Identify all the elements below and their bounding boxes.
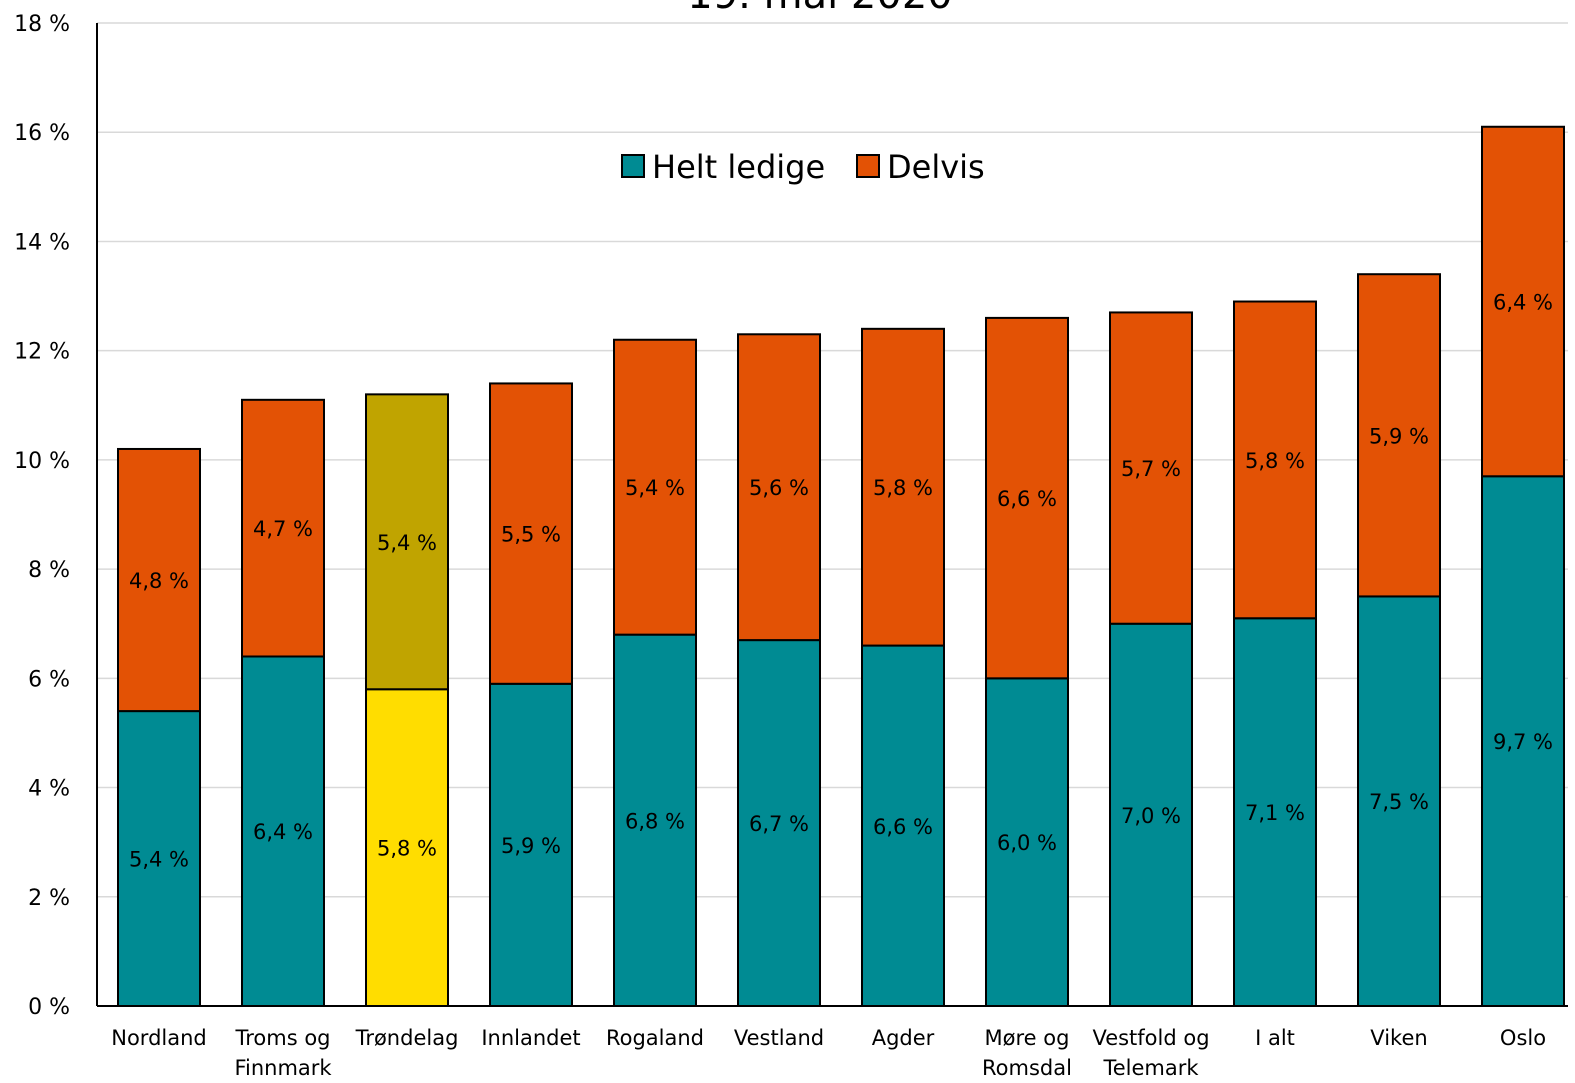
data-label: 4,7 % [253,517,313,541]
x-category-label: Vestfold og [1092,1026,1209,1050]
gridlines [97,22,1568,898]
x-category-label: Møre og [985,1026,1070,1050]
bar-segment [985,677,1069,1007]
y-tick-label: 2 % [28,886,70,911]
chart-title: 19. mai 2020 [687,0,952,18]
axes [96,23,1568,1007]
bar-segment [1233,617,1317,1007]
bar-segment [1233,300,1317,620]
y-tick-label: 12 % [14,340,70,365]
data-label: 7,1 % [1245,801,1305,825]
bar-segment [489,382,573,685]
data-labels: 5,4 % 4,8 % 6,4 % 4,7 % 5,8 % 5,4 % 5,9 % 5,5 %… [129,291,1553,872]
y-tick-label: 0 % [28,995,70,1020]
x-category-label: Trøndelag [355,1026,459,1050]
bar-segment [117,447,201,713]
bar-segment [1109,311,1193,625]
x-category-label: Finnmark [234,1056,332,1080]
x-category-label: Oslo [1500,1026,1546,1050]
bar-segment [1109,622,1193,1007]
bar-segment [985,316,1069,680]
data-label: 6,4 % [1493,291,1553,315]
data-label: 7,5 % [1369,790,1429,814]
x-category-label: Romsdal [982,1056,1072,1080]
y-tick-label: 14 % [14,230,70,255]
data-label: 6,6 % [997,487,1057,511]
data-label: 5,8 % [1245,449,1305,473]
legend: Helt ledige Delvis [621,148,985,186]
data-label: 5,4 % [377,531,437,555]
data-label: 5,7 % [1121,457,1181,481]
data-label: 5,5 % [501,523,561,547]
data-label: 6,0 % [997,831,1057,855]
data-label: 5,6 % [749,476,809,500]
data-label: 4,8 % [129,569,189,593]
y-tick-label: 16 % [14,121,70,146]
legend-label: Delvis [887,148,985,186]
x-category-label: Nordland [111,1026,207,1050]
y-tick-label: 10 % [14,449,70,474]
bar-segment [241,398,325,658]
legend-swatch [621,154,645,178]
data-label: 5,8 % [873,476,933,500]
legend-swatch [856,154,880,178]
x-category-label: Troms og [234,1026,330,1050]
bar-segment [737,333,821,642]
data-label: 6,4 % [253,820,313,844]
bar-segment [1481,125,1565,478]
y-tick-label: 4 % [28,777,70,802]
data-label: 5,9 % [1369,424,1429,448]
y-tick-label: 18 % [14,12,70,37]
bar-segment [1481,475,1565,1007]
y-tick-label: 6 % [28,667,70,692]
bars [117,125,1565,1008]
data-label: 6,8 % [625,809,685,833]
data-label: 5,4 % [129,848,189,872]
bar-segment [365,393,449,691]
bar-segment [861,644,945,1007]
bar-segment [861,327,945,647]
bar-segment [117,710,201,1007]
data-label: 6,7 % [749,812,809,836]
bar-segment [1357,273,1441,598]
bar-segment [613,338,697,636]
bar-segment [613,633,697,1008]
data-label: 5,9 % [501,834,561,858]
y-tick-label: 8 % [28,558,70,583]
x-category-label: Telemark [1102,1056,1199,1080]
y-axis-tick-labels: 0 % 2 % 4 % 6 % 8 % 10 % 12 % 14 % 16 % 18 % [14,12,70,1020]
data-label: 5,8 % [377,837,437,861]
x-category-label: Viken [1370,1026,1427,1050]
x-category-label: Vestland [734,1026,824,1050]
data-label: 6,6 % [873,815,933,839]
x-category-label: Innlandet [481,1026,580,1050]
x-category-label: I alt [1255,1026,1295,1050]
legend-label: Helt ledige [652,148,825,186]
data-label: 7,0 % [1121,804,1181,828]
x-category-label: Rogaland [606,1026,704,1050]
x-axis-category-labels: Nordland Troms og Finnmark Trøndelag Innland… [111,1026,1546,1080]
x-category-label: Agder [872,1026,935,1050]
bar-segment [1357,595,1441,1008]
data-label: 9,7 % [1493,730,1553,754]
data-label: 5,4 % [625,476,685,500]
